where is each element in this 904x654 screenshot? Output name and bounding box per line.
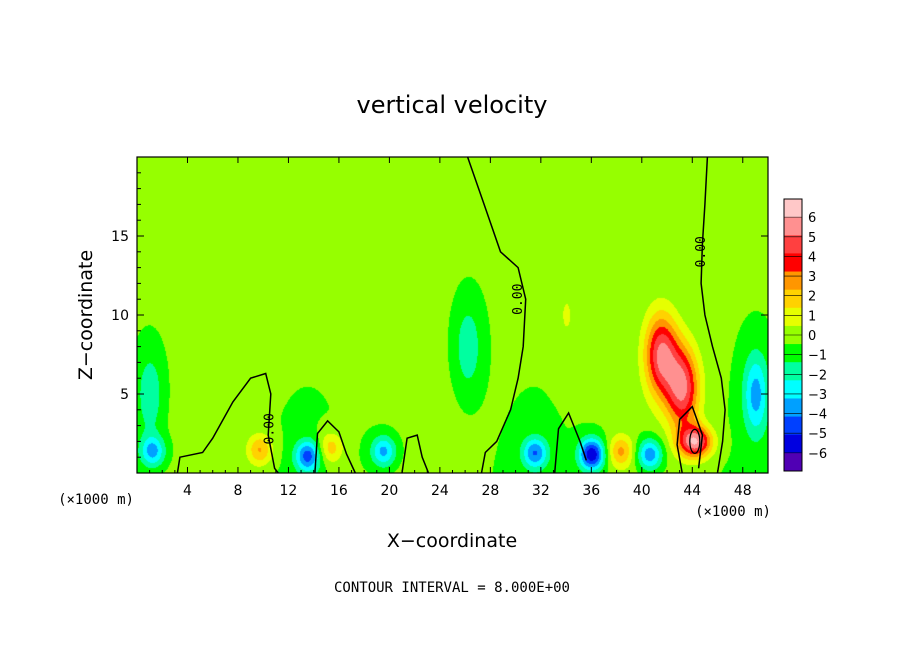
contour-interval-note: CONTOUR INTERVAL = 8.000E+00 bbox=[334, 580, 570, 596]
x-tick-label: 16 bbox=[330, 483, 348, 499]
chart-title: vertical velocity bbox=[357, 91, 548, 119]
colorbar-swatch bbox=[784, 434, 802, 454]
x-tick-label: 28 bbox=[481, 483, 499, 499]
colorbar-swatch bbox=[784, 271, 802, 291]
colorbar-label: 1 bbox=[808, 309, 816, 324]
contour-line-5 bbox=[401, 434, 430, 474]
x-tick-label: 8 bbox=[233, 483, 242, 499]
heatmap-field bbox=[137, 157, 768, 473]
colorbar-swatch bbox=[784, 235, 802, 254]
contour-line-3 bbox=[176, 372, 279, 474]
colorbar-label: 5 bbox=[808, 231, 816, 246]
colorbar-label: −1 bbox=[808, 349, 827, 364]
colorbar-swatch bbox=[784, 199, 802, 218]
y-axis-ticks: 5 10 15 bbox=[111, 172, 768, 458]
contour-label-1: 0.00 bbox=[511, 284, 526, 315]
colorbar-swatch bbox=[784, 217, 802, 236]
contour-label-3: 0.00 bbox=[262, 413, 277, 444]
contour-label-2: 0.00 bbox=[694, 236, 709, 267]
colorbar-swatch bbox=[784, 362, 802, 381]
plot-area: 0.00 0.00 0.00 bbox=[136, 156, 769, 474]
x-tick-label: 40 bbox=[633, 483, 651, 499]
y-tick-label: 5 bbox=[120, 387, 129, 403]
colorbar-swatch bbox=[784, 380, 802, 399]
x-tick-label: 20 bbox=[380, 483, 398, 499]
x-tick-label: 32 bbox=[532, 483, 550, 499]
contour-line-6 bbox=[553, 411, 588, 474]
x-unit-label-right: (×1000 m) bbox=[695, 504, 771, 520]
contour-line-closed bbox=[689, 428, 701, 455]
contour-line-7 bbox=[676, 405, 704, 474]
colorbar-label: −2 bbox=[808, 368, 827, 383]
x-tick-label: 12 bbox=[280, 483, 298, 499]
colorbar-swatch bbox=[784, 253, 802, 273]
contour-labels: 0.00 0.00 0.00 bbox=[262, 236, 709, 444]
colorbar-label: −5 bbox=[808, 427, 827, 442]
colorbar-label: −3 bbox=[808, 388, 827, 403]
colorbar-swatch bbox=[784, 416, 802, 436]
x-tick-label: 48 bbox=[734, 483, 752, 499]
y-tick-label: 15 bbox=[111, 229, 129, 245]
colorbar-label: 3 bbox=[808, 270, 816, 285]
contour-line-2 bbox=[700, 156, 726, 474]
colorbar-label: 6 bbox=[808, 211, 816, 226]
y-tick-label: 10 bbox=[111, 308, 129, 324]
colorbar-swatch bbox=[784, 289, 802, 309]
zero-contour-lines bbox=[176, 156, 726, 474]
colorbar-swatch bbox=[784, 307, 802, 327]
x-unit-label-left: (×1000 m) bbox=[58, 492, 134, 508]
x-axis-label: X−coordinate bbox=[387, 530, 517, 552]
y-axis-label: Z−coordinate bbox=[75, 250, 97, 380]
colorbar-label: 2 bbox=[808, 290, 816, 305]
colorbar-label: −4 bbox=[808, 408, 827, 423]
colorbar-swatch bbox=[784, 452, 802, 472]
x-tick-label: 44 bbox=[683, 483, 701, 499]
contour-line-4 bbox=[314, 419, 356, 474]
x-axis-ticks: 4 8 12 16 20 24 28 32 36 40 44 48 bbox=[149, 157, 756, 499]
x-tick-label: 36 bbox=[582, 483, 600, 499]
colorbar-label: −6 bbox=[808, 447, 827, 462]
colorbar: 6 5 4 3 2 1 0 −1 −2 −3 −4 −5 −6 bbox=[783, 198, 827, 472]
colorbar-swatch bbox=[784, 344, 802, 363]
x-tick-label: 4 bbox=[183, 483, 192, 499]
colorbar-label: 4 bbox=[808, 250, 816, 265]
colorbar-swatch bbox=[784, 398, 802, 418]
x-tick-label: 24 bbox=[431, 483, 449, 499]
contour-line-1 bbox=[466, 156, 527, 474]
colorbar-label: 0 bbox=[808, 329, 816, 344]
